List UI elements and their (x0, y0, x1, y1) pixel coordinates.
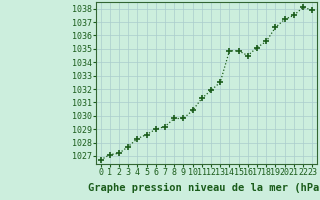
X-axis label: Graphe pression niveau de la mer (hPa): Graphe pression niveau de la mer (hPa) (88, 183, 320, 193)
